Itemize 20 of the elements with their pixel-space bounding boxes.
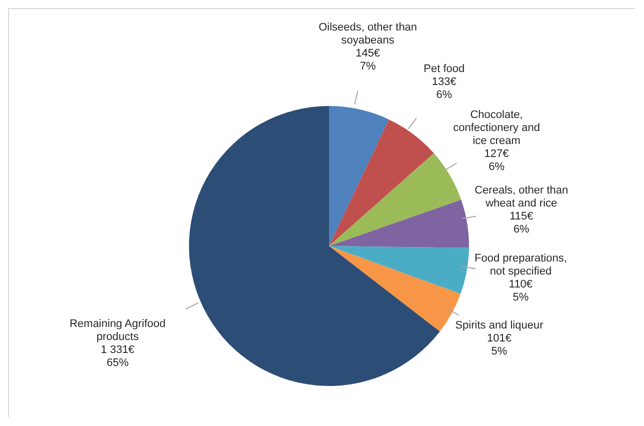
slice-label: Cereals, other than wheat and rice [474,184,568,210]
slice-label: Food preparations, not specified [474,252,567,278]
data-label: 115€ 6% [510,210,534,236]
data-label: 1 331€ 65% [100,344,134,370]
pie-slice [329,119,434,246]
slice-label: Pet food [424,63,465,76]
pie-slice [189,106,440,386]
data-label: 101€ 5% [487,332,512,358]
data-label: 110€ 5% [508,278,533,304]
slice-label: Oilseeds, other than soyabeans [318,21,418,46]
data-label: 145€ 7% [356,47,380,72]
slice-label: Remaining Agrifood products [70,318,166,344]
pie-slice [329,106,389,246]
slice-label: Chocolate, confectionery and ice cream [453,108,540,147]
data-label: 127€ 6% [484,148,509,173]
slice-label: Spirits and liqueur [455,319,544,332]
pie-slice [329,246,469,294]
data-label: 133€ 6% [432,76,456,102]
pie-slice [329,200,469,248]
pie-slice [329,153,462,246]
